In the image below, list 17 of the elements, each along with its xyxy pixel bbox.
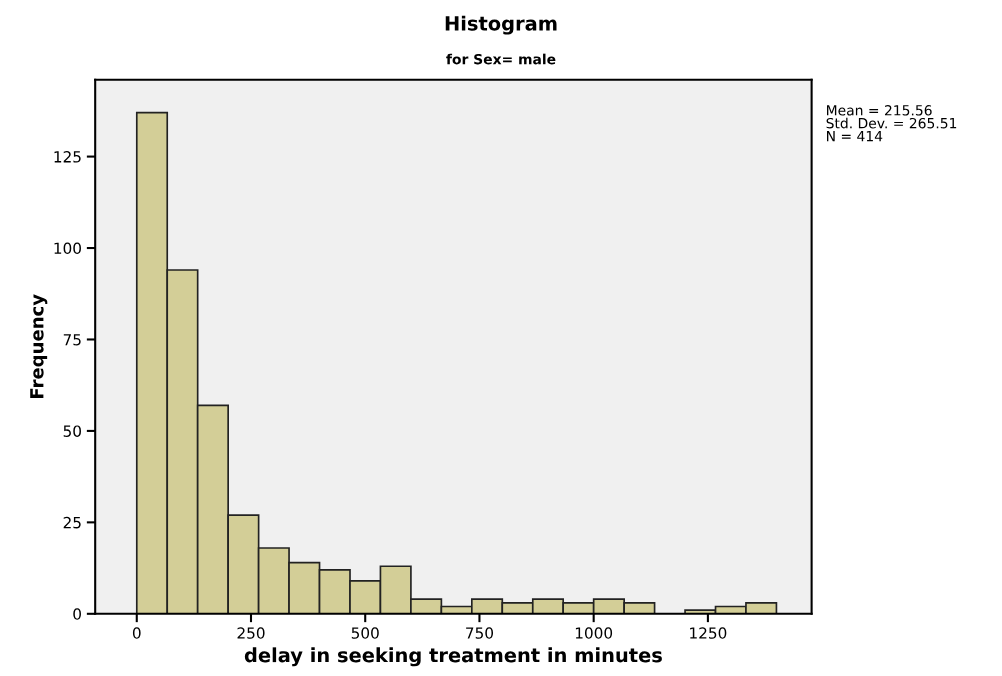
x-tick-label: 1000: [575, 627, 613, 639]
x-tick-label: 750: [466, 627, 494, 639]
y-axis-title: Frequency: [30, 294, 48, 398]
chart-subtitle: for Sex= male: [446, 53, 556, 65]
y-tick-label: 25: [63, 516, 81, 529]
x-tick-label: 250: [237, 627, 265, 639]
x-tick-label: 500: [351, 627, 379, 639]
x-tick-label: 0: [132, 627, 141, 639]
y-tick-label: 75: [63, 334, 81, 346]
y-tick-label: 0: [73, 608, 81, 620]
x-tick-label: 1250: [690, 627, 727, 639]
y-tick-label: 50: [63, 425, 81, 437]
y-tick-label: 100: [54, 242, 81, 255]
x-axis-title: delay in seeking treatment in minutes: [244, 647, 662, 667]
y-tick-label: 125: [54, 151, 81, 163]
chart-title: Histogram: [445, 15, 557, 35]
text: Mean = 215.56 Std. Dev. = 265.51 N = 414: [826, 105, 957, 142]
